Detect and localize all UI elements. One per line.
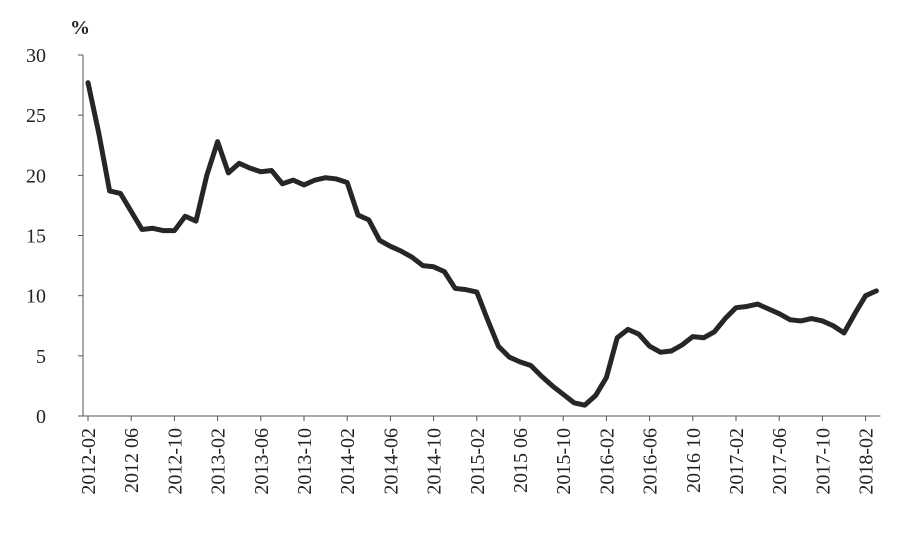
x-tick-label: 2012 06 xyxy=(121,428,143,493)
x-tick-label: 2017-06 xyxy=(769,428,791,495)
y-tick-label: 30 xyxy=(26,45,46,67)
y-tick-label: 0 xyxy=(36,406,46,428)
x-tick-label: 2012-10 xyxy=(164,428,186,495)
x-tick-label: 2016 10 xyxy=(683,428,705,493)
y-tick-label: 25 xyxy=(26,105,46,127)
x-tick-label: 2015-10 xyxy=(553,428,575,495)
y-tick-label: 15 xyxy=(26,226,46,248)
x-tick-label: 2017-02 xyxy=(726,428,748,495)
x-tick-label: 2014-02 xyxy=(337,428,359,495)
y-tick-label: 10 xyxy=(26,286,46,308)
x-tick-label: 2014-06 xyxy=(380,428,402,495)
x-tick-label: 2016-06 xyxy=(640,428,662,495)
x-tick-label: 2018-02 xyxy=(856,428,878,495)
x-tick-label: 2012-02 xyxy=(78,428,100,495)
y-tick-label: 5 xyxy=(36,346,46,368)
y-unit-label: % xyxy=(70,17,90,39)
x-tick-label: 2015 06 xyxy=(510,428,532,493)
x-tick-label: 2013-02 xyxy=(208,428,230,495)
y-tick-label: 20 xyxy=(26,165,46,187)
x-tick-label: 2017-10 xyxy=(812,428,834,495)
line-series xyxy=(85,80,879,408)
x-tick-label: 2016-02 xyxy=(596,428,618,495)
x-tick-label: 2015-02 xyxy=(467,428,489,495)
x-tick-label: 2014-10 xyxy=(424,428,446,495)
x-tick-label: 2013-06 xyxy=(251,428,273,495)
x-tick-label: 2013-10 xyxy=(294,428,316,495)
